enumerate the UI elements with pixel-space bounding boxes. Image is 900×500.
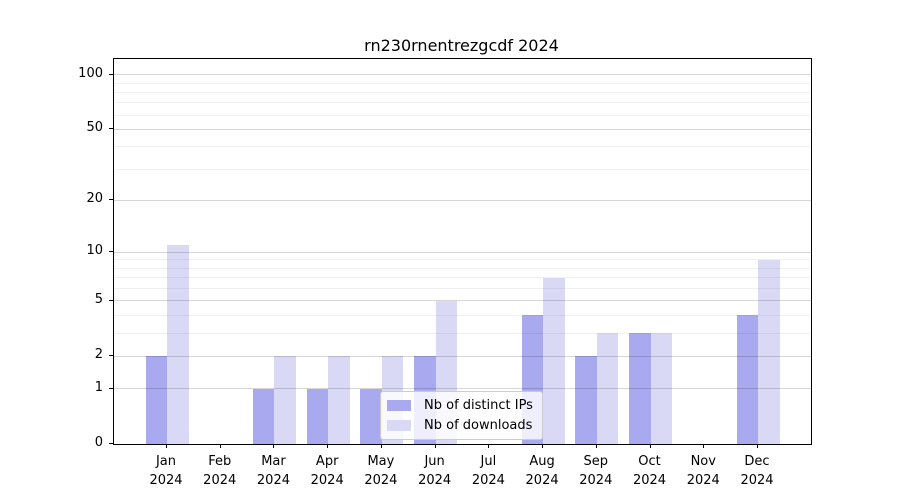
x-tick-mark <box>703 444 705 448</box>
minor-gridline <box>114 267 811 269</box>
bar-nb-of-downloads-jan <box>167 245 189 444</box>
x-tick-mark <box>327 444 329 448</box>
bar-nb-of-distinct-ips-apr <box>306 388 329 444</box>
legend-item-downloads: Nb of downloads <box>387 418 533 433</box>
x-tick-label-oct: Oct 2024 <box>632 454 667 488</box>
x-tick-mark <box>219 444 221 448</box>
major-gridline <box>114 199 811 201</box>
bar-nb-of-downloads-mar <box>274 356 296 444</box>
bar-nb-of-distinct-ips-jan <box>145 356 167 444</box>
y-tick-label: 1 <box>94 379 103 395</box>
bar-nb-of-downloads-sep <box>596 333 619 444</box>
x-tick-label-jun: Jun 2024 <box>418 454 452 488</box>
x-tick-label-apr: Apr 2024 <box>310 454 344 488</box>
bar-nb-of-distinct-ips-sep <box>575 356 597 444</box>
y-tick-mark <box>109 355 113 357</box>
major-gridline <box>114 300 811 302</box>
y-tick-label: 0 <box>94 435 103 450</box>
bar-nb-of-downloads-aug <box>543 277 565 444</box>
major-gridline <box>114 128 811 130</box>
downloads-swatch <box>387 420 411 431</box>
x-tick-mark <box>380 444 382 448</box>
minor-gridline <box>114 314 811 316</box>
major-gridline <box>114 251 811 253</box>
minor-gridline <box>114 146 811 148</box>
legend: Nb of distinct IPs Nb of downloads <box>380 391 543 440</box>
x-tick-mark <box>434 444 436 448</box>
bar-nb-of-distinct-ips-may <box>360 388 382 444</box>
y-tick-label: 100 <box>78 65 103 81</box>
x-tick-mark <box>273 444 275 448</box>
bar-nb-of-downloads-oct <box>650 333 673 444</box>
minor-gridline <box>114 82 811 84</box>
minor-gridline <box>114 168 811 170</box>
legend-item-distinct-ips: Nb of distinct IPs <box>387 398 533 413</box>
minor-gridline <box>114 332 811 334</box>
minor-gridline <box>114 277 811 279</box>
legend-label-distinct-ips: Nb of distinct IPs <box>424 398 533 413</box>
y-tick-label: 2 <box>94 347 103 363</box>
minor-gridline <box>114 91 811 93</box>
y-tick-mark <box>109 73 113 75</box>
x-tick-label-feb: Feb 2024 <box>203 454 237 488</box>
major-gridline <box>114 355 811 357</box>
y-tick-mark <box>109 128 113 130</box>
bar-nb-of-downloads-apr <box>328 356 350 444</box>
x-tick-mark <box>595 444 597 448</box>
bar-nb-of-distinct-ips-dec <box>736 315 758 444</box>
y-tick-mark <box>109 199 113 201</box>
bar-nb-of-distinct-ips-oct <box>629 333 651 444</box>
y-tick-label: 50 <box>86 120 103 136</box>
x-tick-label-aug: Aug 2024 <box>525 454 559 488</box>
x-tick-label-sep: Sep 2024 <box>579 454 613 488</box>
bar-nb-of-downloads-dec <box>758 259 780 444</box>
minor-gridline <box>114 114 811 116</box>
x-tick-mark <box>649 444 651 448</box>
x-tick-mark <box>542 444 544 448</box>
y-tick-mark <box>109 387 113 389</box>
x-tick-label-dec: Dec 2024 <box>740 454 774 488</box>
y-tick-mark <box>109 443 113 444</box>
x-tick-mark <box>757 444 758 448</box>
x-tick-label-may: May 2024 <box>364 454 398 488</box>
distinct-ips-swatch <box>387 400 411 411</box>
y-tick-label: 20 <box>86 191 103 207</box>
x-tick-mark <box>166 444 167 448</box>
chart-title: rn230rnentrezgcdf 2024 <box>364 36 559 55</box>
bar-nb-of-distinct-ips-mar <box>252 388 275 444</box>
plot-area <box>113 58 812 445</box>
legend-label-downloads: Nb of downloads <box>424 418 533 433</box>
x-tick-label-jul: Jul 2024 <box>471 454 505 488</box>
y-tick-mark <box>109 299 113 301</box>
minor-gridline <box>114 259 811 261</box>
y-tick-label: 5 <box>94 291 103 307</box>
major-gridline <box>114 388 811 390</box>
x-tick-label-mar: Mar 2024 <box>256 454 290 488</box>
y-tick-mark <box>109 251 113 253</box>
x-tick-mark <box>488 444 490 448</box>
minor-gridline <box>114 287 811 289</box>
x-tick-label-jan: Jan 2024 <box>149 454 183 488</box>
y-tick-label: 10 <box>86 243 103 259</box>
major-gridline <box>114 74 811 76</box>
x-tick-label-nov: Nov 2024 <box>686 454 720 488</box>
minor-gridline <box>114 102 811 104</box>
